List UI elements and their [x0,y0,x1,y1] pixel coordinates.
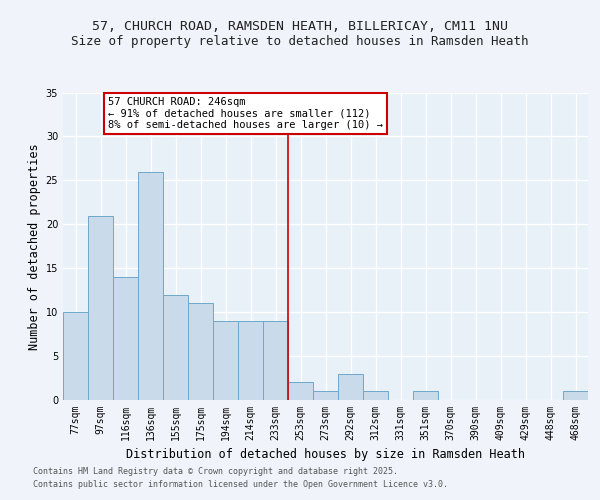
Bar [288,382,313,400]
Text: Contains HM Land Registry data © Crown copyright and database right 2025.: Contains HM Land Registry data © Crown c… [33,467,398,476]
Bar [138,172,163,400]
Y-axis label: Number of detached properties: Number of detached properties [28,143,41,350]
Bar [363,391,388,400]
Bar [163,294,188,400]
Bar [413,391,438,400]
Bar [563,391,588,400]
Text: Contains public sector information licensed under the Open Government Licence v3: Contains public sector information licen… [33,480,448,489]
Bar [113,277,138,400]
Bar [338,374,363,400]
Text: 57, CHURCH ROAD, RAMSDEN HEATH, BILLERICAY, CM11 1NU: 57, CHURCH ROAD, RAMSDEN HEATH, BILLERIC… [92,20,508,33]
Text: 57 CHURCH ROAD: 246sqm
← 91% of detached houses are smaller (112)
8% of semi-det: 57 CHURCH ROAD: 246sqm ← 91% of detached… [108,97,383,130]
Bar [238,321,263,400]
Bar [63,312,88,400]
Bar [263,321,288,400]
Text: Size of property relative to detached houses in Ramsden Heath: Size of property relative to detached ho… [71,35,529,48]
X-axis label: Distribution of detached houses by size in Ramsden Heath: Distribution of detached houses by size … [126,448,525,462]
Bar [313,391,338,400]
Bar [88,216,113,400]
Bar [188,304,213,400]
Bar [213,321,238,400]
